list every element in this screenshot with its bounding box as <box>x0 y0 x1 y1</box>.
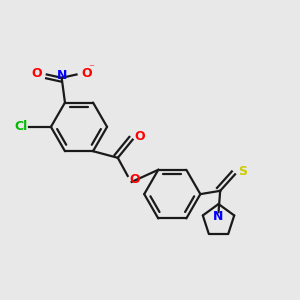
Text: N: N <box>213 210 224 223</box>
Text: ⁻: ⁻ <box>88 64 94 74</box>
Text: O: O <box>31 67 42 80</box>
Text: N: N <box>56 69 67 82</box>
Text: O: O <box>82 67 92 80</box>
Text: O: O <box>130 173 140 186</box>
Text: S: S <box>238 165 247 178</box>
Text: O: O <box>135 130 145 143</box>
Text: Cl: Cl <box>15 120 28 134</box>
